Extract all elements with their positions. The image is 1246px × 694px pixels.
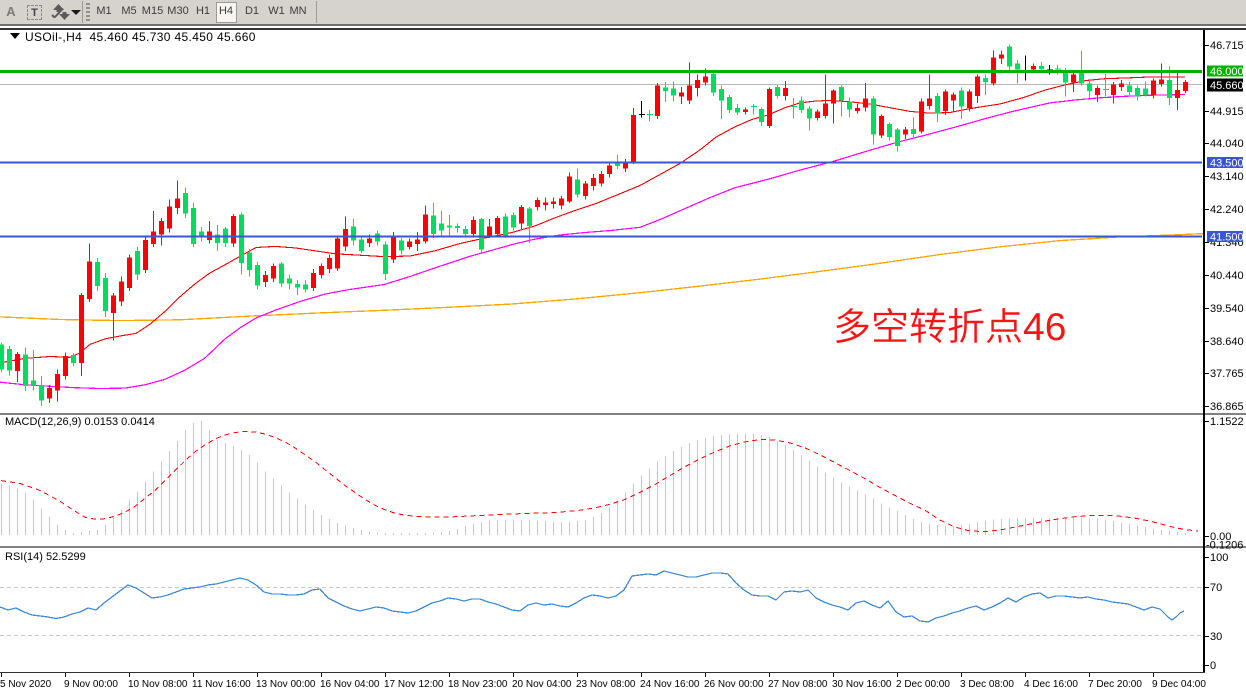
svg-text:16 Nov 04:00: 16 Nov 04:00 (320, 679, 380, 690)
svg-text:18 Nov 23:00: 18 Nov 23:00 (448, 679, 508, 690)
svg-text:100: 100 (1210, 552, 1228, 564)
svg-text:1.1522: 1.1522 (1210, 416, 1244, 428)
svg-text:38.640: 38.640 (1210, 336, 1244, 348)
svg-text:USOil-,H4 45.460 45.730 45.45: USOil-,H4 45.460 45.730 45.450 45.660 (25, 30, 256, 44)
svg-text:11 Nov 16:00: 11 Nov 16:00 (192, 679, 251, 690)
svg-text:40.440: 40.440 (1210, 270, 1244, 282)
svg-text:44.915: 44.915 (1210, 106, 1244, 118)
svg-text:5 Nov 2020: 5 Nov 2020 (0, 679, 52, 690)
svg-text:9 Nov 00:00: 9 Nov 00:00 (64, 679, 118, 690)
svg-text:3 Dec 08:00: 3 Dec 08:00 (960, 679, 1014, 690)
svg-text:41.500: 41.500 (1210, 232, 1244, 244)
svg-text:20 Nov 04:00: 20 Nov 04:00 (512, 679, 572, 690)
svg-text:26 Nov 00:00: 26 Nov 00:00 (704, 679, 764, 690)
svg-text:46: 46 (1023, 306, 1066, 349)
svg-text:7 Dec 20:00: 7 Dec 20:00 (1088, 679, 1142, 690)
svg-text:43.140: 43.140 (1210, 171, 1244, 183)
svg-text:0: 0 (1210, 660, 1216, 672)
svg-text:43.500: 43.500 (1210, 158, 1244, 170)
svg-text:RSI(14) 52.5299: RSI(14) 52.5299 (5, 551, 86, 563)
svg-text:23 Nov 08:00: 23 Nov 08:00 (576, 679, 636, 690)
svg-text:MACD(12,26,9) 0.0153 0.0414: MACD(12,26,9) 0.0153 0.0414 (5, 416, 155, 428)
svg-text:0.00: 0.00 (1210, 531, 1231, 543)
svg-text:27 Nov 08:00: 27 Nov 08:00 (768, 679, 828, 690)
svg-text:17 Nov 12:00: 17 Nov 12:00 (384, 679, 444, 690)
svg-text:39.540: 39.540 (1210, 303, 1244, 315)
svg-text:24 Nov 16:00: 24 Nov 16:00 (640, 679, 700, 690)
svg-text:36.865: 36.865 (1210, 401, 1244, 413)
svg-text:30: 30 (1210, 631, 1222, 643)
svg-text:30 Nov 16:00: 30 Nov 16:00 (832, 679, 892, 690)
svg-text:2 Dec 00:00: 2 Dec 00:00 (896, 679, 950, 690)
svg-text:-0.1206: -0.1206 (1206, 540, 1243, 552)
svg-text:13 Nov 00:00: 13 Nov 00:00 (256, 679, 316, 690)
svg-text:4 Dec 16:00: 4 Dec 16:00 (1024, 679, 1078, 690)
svg-text:46.715: 46.715 (1210, 40, 1244, 52)
svg-text:44.040: 44.040 (1210, 138, 1244, 150)
svg-text:9 Dec 04:00: 9 Dec 04:00 (1152, 679, 1206, 690)
svg-text:42.240: 42.240 (1210, 204, 1244, 216)
svg-text:37.765: 37.765 (1210, 368, 1244, 380)
svg-text:46.000: 46.000 (1210, 66, 1244, 78)
svg-text:45.660: 45.660 (1210, 80, 1244, 92)
svg-text:10 Nov 08:00: 10 Nov 08:00 (128, 679, 188, 690)
svg-text:70: 70 (1210, 582, 1222, 594)
